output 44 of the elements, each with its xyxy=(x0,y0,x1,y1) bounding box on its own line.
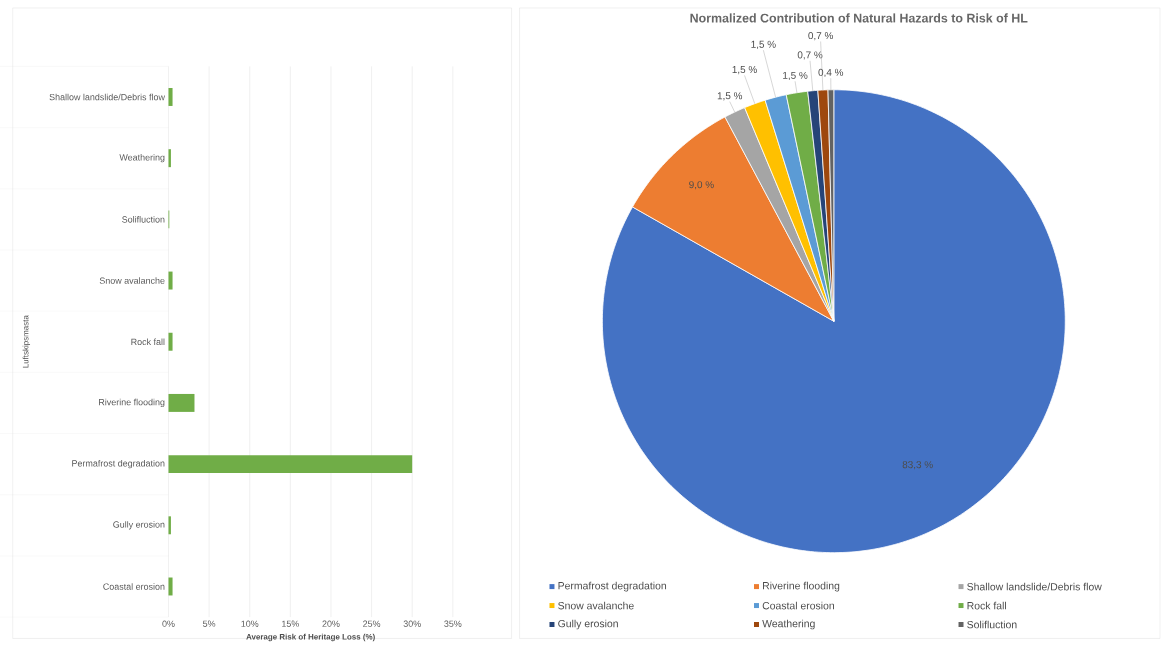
bar xyxy=(168,393,195,412)
x-tick-label: 30% xyxy=(403,620,421,627)
y-tick-label: Gully erosion xyxy=(113,520,165,530)
x-tick-label: 0% xyxy=(162,620,175,627)
y-tick-label: Solifluction xyxy=(122,215,165,223)
data-label: 9,0 % xyxy=(689,180,714,190)
y-tick-label: Coastal erosion xyxy=(103,582,165,590)
legend-label: Weathering xyxy=(762,619,815,630)
data-label: 1,5 % xyxy=(717,92,743,101)
y-tick-label: Shallow landslide/Debris flow xyxy=(49,93,165,101)
bar xyxy=(168,454,413,473)
x-tick-label: 20% xyxy=(322,620,340,627)
bar xyxy=(168,148,171,167)
legend-label: Rock fall xyxy=(967,601,1006,610)
data-label: 0,7 % xyxy=(808,31,833,41)
legend-label: Permafrost degradation xyxy=(558,581,667,592)
y-tick-label: Riverine flooding xyxy=(99,398,165,407)
legend-label: Snow avalanche xyxy=(558,601,634,610)
data-label: 0,7 % xyxy=(797,51,823,60)
y-tick-label: Permafrost degradation xyxy=(72,459,165,469)
x-tick-label: 25% xyxy=(363,620,381,627)
legend-label: Solifluction xyxy=(967,620,1017,629)
data-label: 1,5 % xyxy=(732,65,757,74)
y-tick-label: Weathering xyxy=(119,153,165,163)
bar xyxy=(168,516,171,535)
legend-label: Shallow landslide/Debris flow xyxy=(967,582,1102,591)
x-tick-label: 10% xyxy=(241,620,259,627)
data-label: 1,5 % xyxy=(751,40,776,49)
x-tick-label: 5% xyxy=(203,620,216,627)
bar xyxy=(168,87,173,106)
x-tick-label: 35% xyxy=(444,620,462,627)
bar xyxy=(168,271,173,290)
legend-label: Coastal erosion xyxy=(762,601,834,610)
data-label: 83,3 % xyxy=(902,460,933,470)
data-label: 1,5 % xyxy=(783,71,808,80)
legend-label: Gully erosion xyxy=(558,619,618,630)
bar xyxy=(168,577,173,596)
chart-title: Normalized Contribution of Natural Hazards to Risk of HL xyxy=(690,13,1028,23)
bar xyxy=(168,332,173,351)
legend-label: Riverine flooding xyxy=(763,581,840,592)
x-tick-label: 15% xyxy=(282,620,299,627)
data-label: 0,4 % xyxy=(818,68,844,77)
y-tick-label: Rock fall xyxy=(131,338,165,345)
y-tick-label: Snow avalanche xyxy=(99,277,165,284)
